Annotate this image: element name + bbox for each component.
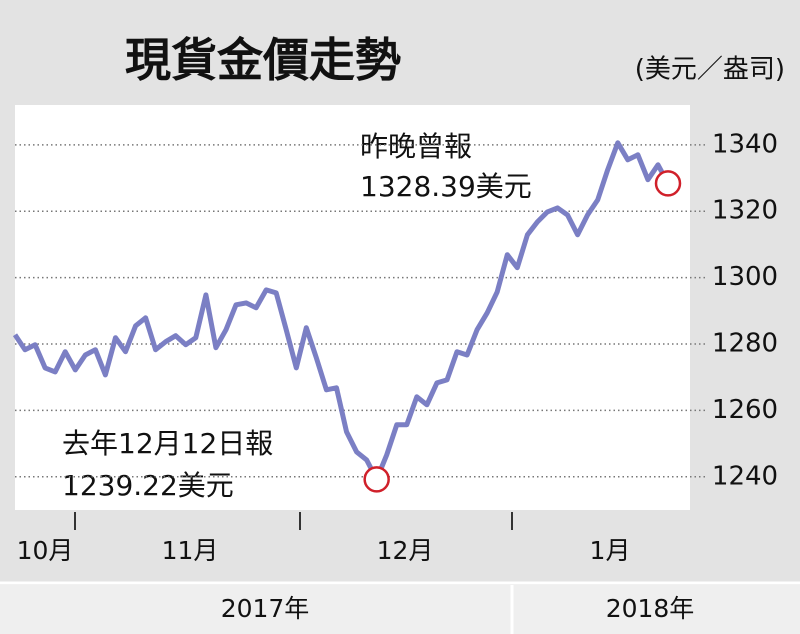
annotation: 昨晚曾報 <box>360 130 472 163</box>
year-label: 2018年 <box>606 594 695 623</box>
month-label: 1月 <box>590 536 631 565</box>
y-tick-label: 1260 <box>712 395 778 425</box>
y-tick-label: 1240 <box>712 461 778 491</box>
year-band <box>0 585 800 634</box>
month-label: 10月 <box>17 536 74 565</box>
highlight-marker <box>654 170 682 197</box>
y-tick-label: 1320 <box>712 196 778 226</box>
y-tick-label: 1300 <box>712 262 778 292</box>
year-label: 2017年 <box>221 594 310 623</box>
annotation: 1328.39美元 <box>360 170 532 203</box>
month-label: 12月 <box>377 536 434 565</box>
chart-title: 現貨金價走勢 <box>125 33 401 87</box>
highlight-marker <box>363 466 390 493</box>
price-line <box>12 140 671 482</box>
y-tick-label: 1340 <box>712 129 778 159</box>
unit-label: (美元／盎司) <box>635 55 785 85</box>
y-tick-label: 1280 <box>712 329 778 359</box>
annotation: 1239.22美元 <box>62 469 234 502</box>
month-label: 11月 <box>162 536 219 565</box>
annotation: 去年12月12日報 <box>62 427 273 460</box>
